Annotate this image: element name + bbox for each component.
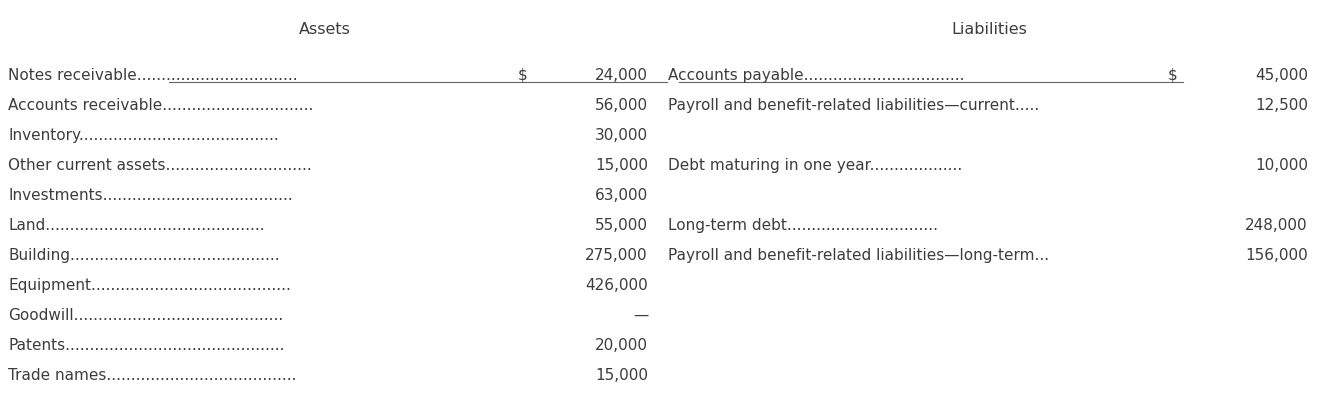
Text: $: $: [1169, 68, 1178, 83]
Text: 55,000: 55,000: [595, 218, 648, 233]
Text: 12,500: 12,500: [1254, 98, 1308, 113]
Text: 156,000: 156,000: [1245, 248, 1308, 263]
Text: 56,000: 56,000: [595, 98, 648, 113]
Text: Accounts receivable...............................: Accounts receivable.....................…: [8, 98, 314, 113]
Text: Building...........................................: Building................................…: [8, 248, 280, 263]
Text: —: —: [633, 308, 648, 323]
Text: 15,000: 15,000: [595, 158, 648, 173]
Text: Notes receivable.................................: Notes receivable........................…: [8, 68, 298, 83]
Text: Equipment.........................................: Equipment...............................…: [8, 278, 291, 293]
Text: Land.............................................: Land....................................…: [8, 218, 265, 233]
Text: Debt maturing in one year...................: Debt maturing in one year...............…: [667, 158, 963, 173]
Text: Goodwill...........................................: Goodwill................................…: [8, 308, 284, 323]
Text: Liabilities: Liabilities: [951, 22, 1028, 37]
Text: Other current assets..............................: Other current assets....................…: [8, 158, 311, 173]
Text: 15,000: 15,000: [595, 368, 648, 383]
Text: Long-term debt...............................: Long-term debt..........................…: [667, 218, 938, 233]
Text: Accounts payable.................................: Accounts payable........................…: [667, 68, 964, 83]
Text: 248,000: 248,000: [1245, 218, 1308, 233]
Text: 45,000: 45,000: [1254, 68, 1308, 83]
Text: Inventory.........................................: Inventory...............................…: [8, 128, 278, 143]
Text: 30,000: 30,000: [595, 128, 648, 143]
Text: Trade names.......................................: Trade names.............................…: [8, 368, 297, 383]
Text: 20,000: 20,000: [595, 338, 648, 353]
Text: $: $: [518, 68, 528, 83]
Text: 10,000: 10,000: [1254, 158, 1308, 173]
Text: Patents.............................................: Patents.................................…: [8, 338, 285, 353]
Text: 275,000: 275,000: [586, 248, 648, 263]
Text: Payroll and benefit-related liabilities—current.....: Payroll and benefit-related liabilities—…: [667, 98, 1039, 113]
Text: 426,000: 426,000: [586, 278, 648, 293]
Text: 63,000: 63,000: [595, 188, 648, 203]
Text: Payroll and benefit-related liabilities—long-term...: Payroll and benefit-related liabilities—…: [667, 248, 1049, 263]
Text: Assets: Assets: [299, 22, 351, 37]
Text: Investments.......................................: Investments.............................…: [8, 188, 293, 203]
Text: 24,000: 24,000: [595, 68, 648, 83]
